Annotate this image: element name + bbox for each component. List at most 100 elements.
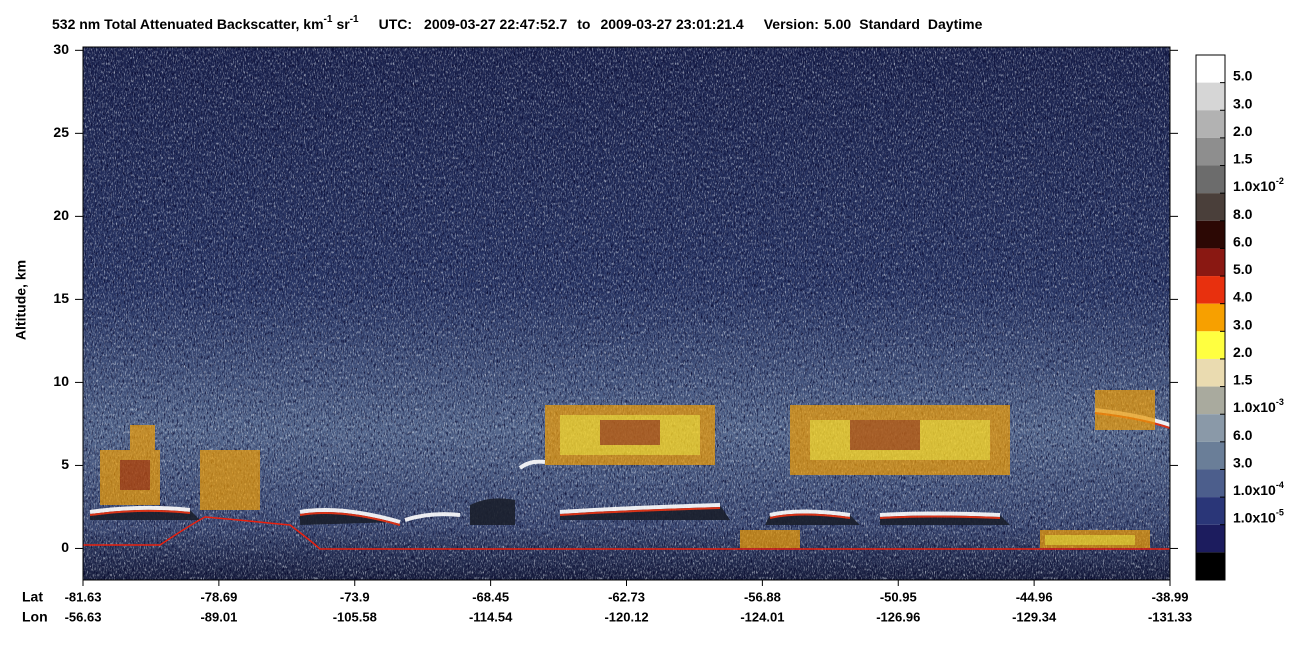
colorbar-label-text: 2.0 xyxy=(1233,123,1253,139)
title-part: sr xyxy=(336,16,350,32)
title-part: UTC: xyxy=(379,16,412,32)
colorbar-label-text: 6.0 xyxy=(1233,427,1253,443)
colorbar-label: 1.0x10-4 xyxy=(1233,480,1284,497)
lon-label: -129.34 xyxy=(1012,609,1057,624)
colorbar-label: 1.0x10-2 xyxy=(1233,177,1284,194)
title-part: Standard xyxy=(859,16,920,32)
colorbar-swatch xyxy=(1196,331,1225,359)
colorbar-swatch xyxy=(1196,193,1225,221)
colorbar-label-text: 1.0x10 xyxy=(1233,178,1276,194)
colorbar-label-text: 8.0 xyxy=(1233,205,1253,221)
colorbar-label-text: 1.0x10 xyxy=(1233,482,1276,498)
colorbar-label: 3.0 xyxy=(1233,95,1253,111)
lat-label: -38.99 xyxy=(1152,589,1189,604)
colorbar-swatch xyxy=(1196,220,1225,249)
title-superscript: -1 xyxy=(350,14,359,25)
colorbar-label: 2.0 xyxy=(1233,344,1253,360)
colorbar-label-exponent: -4 xyxy=(1276,480,1284,490)
backscatter-image xyxy=(83,47,1170,580)
colorbar-label-exponent: -5 xyxy=(1276,508,1284,518)
lat-label: -50.95 xyxy=(880,589,917,604)
y-tick-label: 0 xyxy=(61,539,69,555)
y-tick-label: 10 xyxy=(53,373,69,389)
lon-label: -126.96 xyxy=(876,609,920,624)
colorbar-label-text: 1.0x10 xyxy=(1233,509,1276,525)
colorbar-label-text: 3.0 xyxy=(1233,454,1253,470)
colorbar-swatch xyxy=(1196,110,1225,138)
colorbar-label: 2.0 xyxy=(1233,123,1253,139)
colorbar-label-text: 3.0 xyxy=(1233,316,1253,332)
colorbar-label-text: 5.0 xyxy=(1233,67,1253,83)
colorbar-swatch xyxy=(1196,414,1225,442)
colorbar-swatch xyxy=(1196,524,1225,553)
lon-label: -89.01 xyxy=(200,609,237,624)
title-part: Version: xyxy=(764,16,819,32)
colorbar-label-exponent: -3 xyxy=(1276,398,1284,408)
colorbar-label: 4.0 xyxy=(1233,288,1253,304)
lon-label: -105.58 xyxy=(333,609,377,624)
colorbar-label: 1.0x10-5 xyxy=(1233,508,1284,525)
y-tick-label: 25 xyxy=(53,124,69,140)
colorbar-label-text: 1.5 xyxy=(1233,371,1253,387)
colorbar-label-text: 4.0 xyxy=(1233,288,1253,304)
colorbar-label: 1.0x10-3 xyxy=(1233,398,1284,415)
colorbar-label: 1.5 xyxy=(1233,150,1253,166)
colorbar-label-text: 1.5 xyxy=(1233,150,1253,166)
surface-line xyxy=(83,516,1170,550)
colorbar-swatch xyxy=(1196,165,1225,194)
colorbar-label-text: 1.0x10 xyxy=(1233,399,1276,415)
colorbar-swatch xyxy=(1196,469,1225,498)
colorbar-swatch xyxy=(1196,497,1225,525)
title-part: to xyxy=(577,16,590,32)
title-part: 2009-03-27 22:47:52.7 xyxy=(424,16,567,32)
lon-label: -124.01 xyxy=(740,609,784,624)
title-part: 2009-03-27 23:01:21.4 xyxy=(600,16,743,32)
colorbar-swatch xyxy=(1196,276,1225,304)
colorbar-swatch xyxy=(1196,552,1225,580)
lat-label: -78.69 xyxy=(200,589,237,604)
title-part: 532 nm Total Attenuated Backscatter, km xyxy=(52,16,324,32)
lat-label: -73.9 xyxy=(340,589,370,604)
colorbar-label: 6.0 xyxy=(1233,233,1253,249)
colorbar-label: 6.0 xyxy=(1233,427,1253,443)
y-tick-label: 15 xyxy=(53,290,69,306)
colorbar-swatch xyxy=(1196,55,1225,83)
title-superscript: -1 xyxy=(324,14,333,25)
lat-label: -68.45 xyxy=(472,589,509,604)
colorbar-frame xyxy=(1195,54,1226,581)
lon-label: -114.54 xyxy=(469,609,513,624)
lat-label: -44.96 xyxy=(1016,589,1053,604)
title-part: Daytime xyxy=(928,16,983,32)
colorbar-label-exponent: -2 xyxy=(1276,177,1284,187)
colorbar-swatch xyxy=(1196,441,1225,470)
colorbar-label: 1.5 xyxy=(1233,371,1253,387)
lon-label: -120.12 xyxy=(604,609,648,624)
y-tick-label: 20 xyxy=(53,207,69,223)
colorbar-swatch xyxy=(1196,137,1225,166)
colorbar-swatch xyxy=(1196,82,1225,111)
colorbar-swatch xyxy=(1196,358,1225,387)
y-axis-label: Altitude, km xyxy=(13,260,29,340)
x-row-label: Lon xyxy=(22,609,48,625)
colorbar-label: 3.0 xyxy=(1233,316,1253,332)
colorbar-label-text: 3.0 xyxy=(1233,95,1253,111)
x-row-label: Lat xyxy=(22,589,43,605)
lat-label: -62.73 xyxy=(608,589,645,604)
colorbar-label-text: 6.0 xyxy=(1233,233,1253,249)
lon-label: -131.33 xyxy=(1148,609,1192,624)
colorbar-label: 8.0 xyxy=(1233,205,1253,221)
lon-label: -56.63 xyxy=(65,609,102,624)
lat-label: -56.88 xyxy=(744,589,781,604)
colorbar-swatch xyxy=(1196,386,1225,415)
chart-title: 532 nm Total Attenuated Backscatter, km-… xyxy=(52,14,983,32)
title-part: 5.00 xyxy=(824,16,851,32)
colorbar-label: 5.0 xyxy=(1233,67,1253,83)
y-tick-label: 30 xyxy=(53,41,69,57)
lat-label: -81.63 xyxy=(65,589,102,604)
colorbar-label-text: 5.0 xyxy=(1233,261,1253,277)
colorbar-label-text: 2.0 xyxy=(1233,344,1253,360)
colorbar-swatch xyxy=(1196,303,1225,332)
y-tick-label: 5 xyxy=(61,456,69,472)
colorbar-label: 5.0 xyxy=(1233,261,1253,277)
